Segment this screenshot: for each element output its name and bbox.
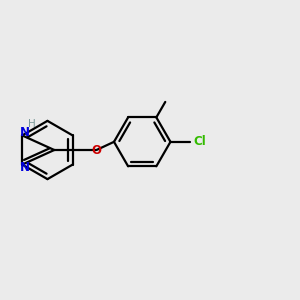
- Text: H: H: [28, 119, 36, 129]
- Text: Cl: Cl: [193, 135, 206, 148]
- Text: O: O: [92, 143, 101, 157]
- Text: N: N: [20, 126, 30, 139]
- Text: N: N: [20, 161, 30, 174]
